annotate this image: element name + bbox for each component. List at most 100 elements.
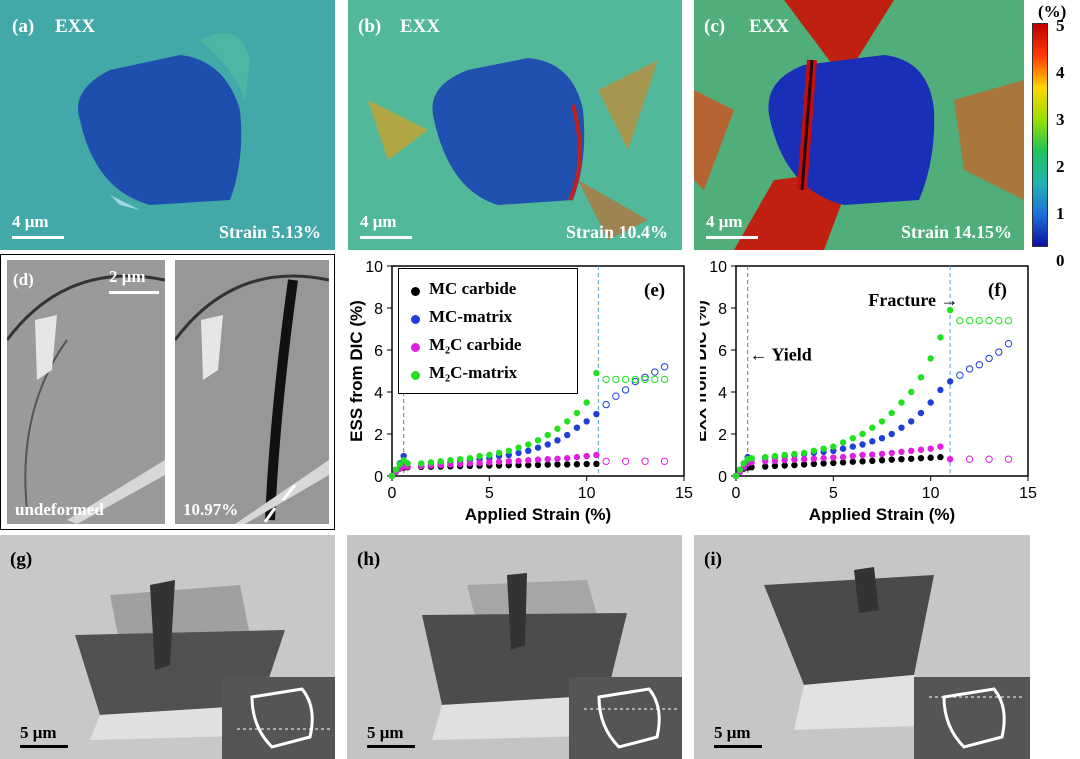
data-point-m-c-carbide (820, 454, 827, 462)
data-point-m-c-matrix (486, 451, 493, 459)
data-point-mc-matrix (525, 447, 532, 454)
colorbar-tick-1: 1 (1056, 204, 1065, 223)
panel-c-label: (c) (704, 16, 726, 37)
strain-c: Strain 14.15% (900, 222, 1012, 242)
data-point-m-c-matrix (476, 452, 483, 460)
fracture-annotation: Fracture → (868, 290, 958, 310)
data-point-mc-carbide (820, 460, 827, 467)
legend-item-2: M₂C carbide (429, 335, 522, 354)
data-point-mc-carbide (771, 462, 779, 470)
data-point-mc-carbide (898, 456, 905, 463)
data-point-mc-carbide (849, 458, 856, 465)
data-point-mc-matrix (641, 373, 649, 382)
data-point-mc-matrix (927, 399, 934, 406)
data-point-m-c-matrix (495, 449, 503, 457)
scale-bar-i: 5 μm (714, 723, 762, 748)
data-point-m-c-matrix (975, 316, 984, 325)
data-point-mc-carbide (762, 463, 769, 470)
scale-bar-a-text: 4 μm (12, 212, 49, 231)
data-point-m-c-carbide (534, 456, 542, 463)
sem-scale-bar: 2 μm (109, 267, 159, 294)
data-point-m-c-matrix (917, 374, 925, 381)
data-point-mc-carbide (869, 457, 876, 465)
data-point-mc-carbide (583, 460, 590, 468)
data-point-mc-matrix (612, 392, 620, 400)
x-tick-label: 5 (485, 485, 494, 502)
data-point-m-c-matrix (466, 454, 474, 462)
data-point-mc-matrix (544, 441, 551, 448)
fib-image-h: (h) 5 μm (347, 535, 682, 759)
scale-bar-a-line (12, 236, 64, 239)
data-point-m-c-matrix (740, 460, 747, 467)
data-point-m-c-matrix (849, 435, 856, 442)
x-tick-label: 0 (732, 485, 741, 502)
data-point-m-c-matrix (621, 375, 630, 384)
panel-c-title: EXX (749, 16, 790, 37)
data-point-mc-carbide (859, 458, 866, 465)
data-point-m-c-matrix (573, 409, 581, 417)
legend-dot-0 (411, 287, 420, 296)
data-point-m-c-carbide (466, 460, 474, 467)
data-point-m-c-matrix (830, 443, 837, 450)
data-point-m-c-matrix (762, 453, 769, 461)
data-point-m-c-matrix (392, 466, 400, 473)
x-tick-label: 15 (1019, 485, 1037, 502)
legend-item-3: M₂C-matrix (429, 363, 518, 382)
dic-map-b-image (348, 0, 682, 250)
data-point-m-c-matrix (839, 439, 847, 446)
data-point-mc-matrix (946, 378, 954, 385)
data-point-mc-matrix (965, 365, 974, 373)
y-tick-label: 0 (718, 469, 727, 486)
data-point-m-c-matrix (505, 447, 512, 454)
inset-g (222, 677, 335, 759)
data-point-m-c-matrix (544, 431, 551, 439)
data-point-mc-matrix (888, 430, 895, 438)
data-point-mc-carbide (800, 461, 808, 468)
data-point-m-c-carbide (621, 457, 630, 466)
data-point-mc-matrix (515, 449, 522, 457)
data-point-mc-carbide (525, 461, 532, 469)
data-point-mc-matrix (869, 438, 876, 445)
data-point-m-c-matrix (946, 306, 954, 314)
y-tick-label: 2 (374, 427, 383, 444)
dic-map-c: (c) EXX 4 μm Strain 14.15% (694, 0, 1024, 250)
data-point-mc-carbide (927, 454, 934, 461)
data-point-m-c-matrix (888, 409, 895, 417)
data-point-mc-carbide (791, 461, 798, 469)
data-point-m-c-matrix (437, 458, 444, 465)
scale-bar-a: 4 μm (12, 212, 64, 239)
data-point-mc-matrix (554, 437, 561, 444)
inset-g-outline (237, 687, 332, 749)
dic-map-a-image (0, 0, 335, 250)
data-point-m-c-carbide (946, 456, 954, 463)
data-point-mc-matrix (602, 400, 610, 409)
scale-bar-b-text: 4 μm (360, 212, 397, 231)
data-point-m-c-carbide (830, 454, 837, 461)
data-point-mc-matrix (908, 418, 915, 425)
data-point-m-c-matrix (583, 399, 590, 406)
data-point-m-c-matrix (748, 454, 755, 462)
sem-scale-bar-text: 2 μm (109, 267, 146, 286)
data-point-m-c-carbide (456, 460, 464, 468)
data-point-m-c-matrix (660, 375, 669, 384)
scale-bar-h-text: 5 μm (367, 723, 404, 742)
data-point-mc-carbide (544, 461, 551, 468)
data-point-mc-carbide (830, 459, 837, 467)
data-point-m-c-carbide (1004, 455, 1013, 463)
data-point-mc-matrix (534, 444, 542, 451)
data-point-m-c-matrix (927, 355, 934, 362)
chart-legend: MC carbide MC-matrix M₂C carbide M₂C-mat… (398, 268, 578, 394)
data-point-m-c-carbide (917, 446, 925, 453)
data-point-m-c-matrix (525, 441, 532, 448)
scale-bar-c-text: 4 μm (706, 212, 743, 231)
colorbar: (%) 5 4 3 2 1 0 (1030, 2, 1080, 270)
data-point-mc-carbide (878, 457, 886, 464)
data-point-m-c-carbide (554, 455, 561, 462)
data-point-mc-matrix (573, 424, 581, 431)
deformed-caption: 10.97% (183, 500, 239, 519)
y-tick-label: 0 (374, 469, 383, 486)
legend-dot-3 (411, 371, 420, 380)
data-point-m-c-matrix (396, 461, 403, 468)
y-tick-label: 6 (374, 343, 383, 360)
data-point-mc-matrix (956, 371, 964, 379)
